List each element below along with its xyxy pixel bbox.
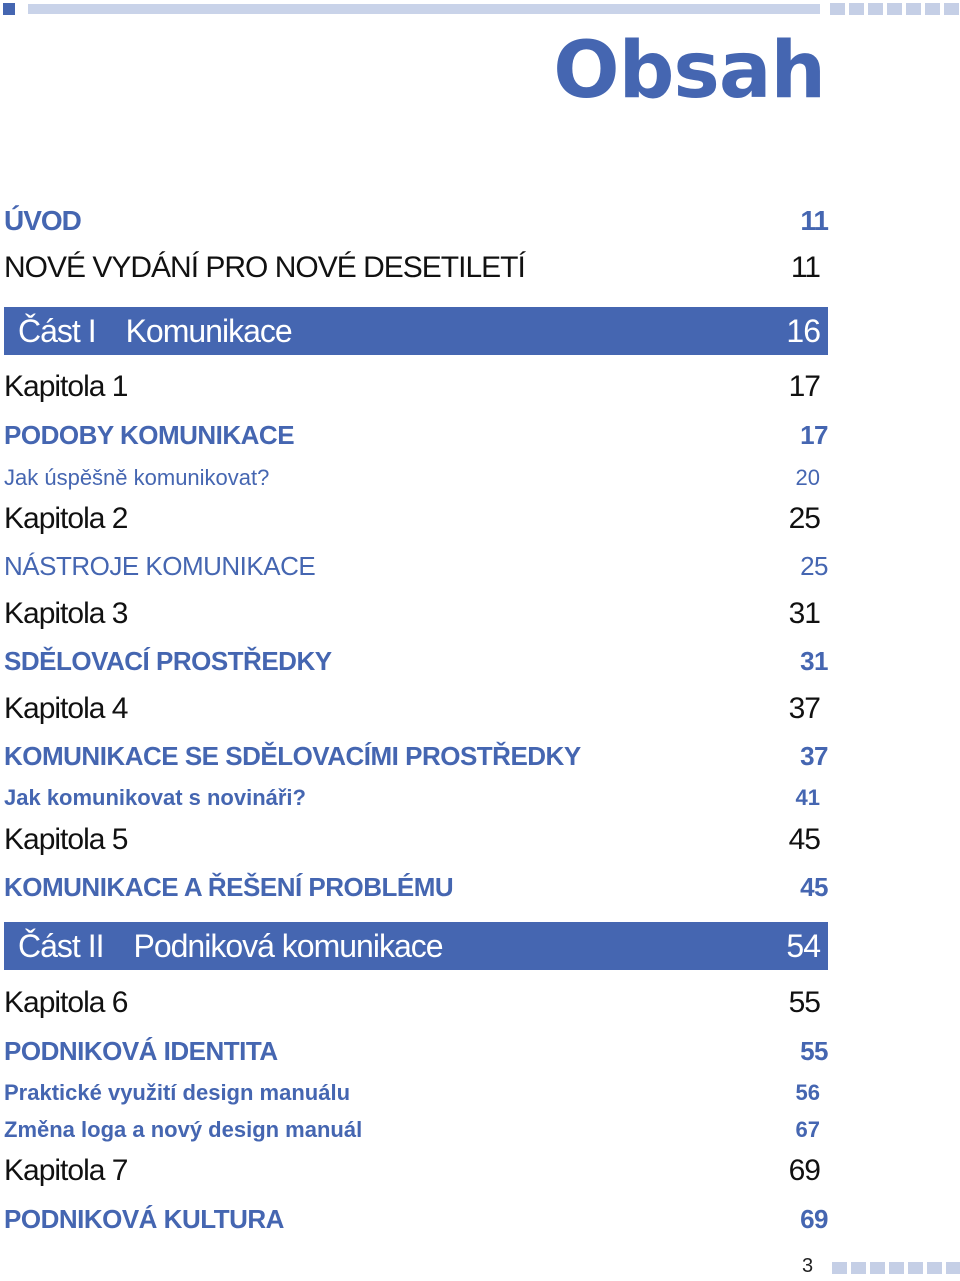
toc-entry-page: 69 xyxy=(788,1154,821,1187)
part-title: Komunikace xyxy=(125,312,293,349)
toc-entry-page: 11 xyxy=(800,205,829,236)
toc-entry[interactable]: Kapitola 6 55 xyxy=(4,986,821,1020)
page-number: 3 xyxy=(802,1255,814,1277)
toc-entry-title: Praktické využití design manuálu xyxy=(4,1080,351,1105)
toc-entry-title: Kapitola 5 xyxy=(4,823,128,856)
toc-entry[interactable]: PODNIKOVÁ KULTURA 69 xyxy=(4,1204,828,1235)
toc-entry-title: Kapitola 7 xyxy=(4,1154,128,1187)
part-heading[interactable]: Část II Podniková komunikace 54 xyxy=(4,922,828,970)
toc-entry-title: KOMUNIKACE A ŘEŠENÍ PROBLÉMU xyxy=(4,872,454,902)
toc-entry-title: Jak komunikovat s novináři? xyxy=(4,785,306,810)
toc-entry-page: 20 xyxy=(795,465,820,490)
toc-entry-page: 31 xyxy=(788,597,821,630)
toc-entry[interactable]: KOMUNIKACE A ŘEŠENÍ PROBLÉMU 45 xyxy=(4,872,828,903)
toc-entry-title: Kapitola 1 xyxy=(4,370,128,403)
toc-entry-title: PODNIKOVÁ IDENTITA xyxy=(4,1036,278,1066)
toc-entry[interactable]: Kapitola 2 25 xyxy=(4,502,821,536)
toc-entry[interactable]: NOVÉ VYDÁNÍ PRO NOVÉ DESETILETÍ 11 xyxy=(4,251,821,285)
toc-entry-page: 37 xyxy=(800,741,828,771)
part-number: Část I xyxy=(18,312,97,349)
toc-entry[interactable]: SDĚLOVACÍ PROSTŘEDKY 31 xyxy=(4,646,828,677)
toc-entry-page: 56 xyxy=(795,1080,820,1105)
toc-entry[interactable]: Jak úspěšně komunikovat? 20 xyxy=(4,465,820,491)
toc-entry-title: Kapitola 6 xyxy=(4,986,128,1019)
toc-entry-page: 17 xyxy=(788,370,821,403)
toc-entry-page: 37 xyxy=(788,692,821,725)
toc-entry-page: 25 xyxy=(788,502,821,535)
toc-entry-page: 17 xyxy=(800,420,828,450)
part-page: 16 xyxy=(786,312,821,349)
toc-entry[interactable]: PODOBY KOMUNIKACE 17 xyxy=(4,420,828,451)
toc-entry[interactable]: Změna loga a nový design manuál 67 xyxy=(4,1117,820,1143)
toc-entry-page: 11 xyxy=(790,251,821,284)
page-title: Obsah xyxy=(553,26,826,116)
toc-entry-title: SDĚLOVACÍ PROSTŘEDKY xyxy=(4,646,332,676)
toc-entry-title: Kapitola 3 xyxy=(4,597,128,630)
toc-entry-title: KOMUNIKACE SE SDĚLOVACÍMI PROSTŘEDKY xyxy=(4,741,581,771)
part-page: 54 xyxy=(786,927,821,964)
top-decoration xyxy=(0,0,960,18)
toc-entry[interactable]: ÚVOD 11 xyxy=(4,205,829,237)
toc-entry-page: 45 xyxy=(800,872,828,902)
toc-entry-page: 31 xyxy=(800,646,828,676)
toc-entry-page: 45 xyxy=(788,823,821,856)
toc-entry-page: 41 xyxy=(795,785,820,810)
toc-entry[interactable]: KOMUNIKACE SE SDĚLOVACÍMI PROSTŘEDKY 37 xyxy=(4,741,828,772)
toc-entry-page: 25 xyxy=(800,551,828,581)
toc-entry[interactable]: Kapitola 3 31 xyxy=(4,597,821,631)
toc-entry-title: PODNIKOVÁ KULTURA xyxy=(4,1204,284,1234)
toc-entry-page: 55 xyxy=(800,1036,828,1066)
toc-entry-page: 55 xyxy=(788,986,821,1019)
footer-block-strip xyxy=(832,1262,960,1274)
toc-entry-title: PODOBY KOMUNIKACE xyxy=(4,420,295,450)
toc-entry[interactable]: PODNIKOVÁ IDENTITA 55 xyxy=(4,1036,828,1067)
toc-entry-title: NOVÉ VYDÁNÍ PRO NOVÉ DESETILETÍ xyxy=(4,251,526,284)
toc-entry-title: Kapitola 2 xyxy=(4,502,128,535)
part-title: Podniková komunikace xyxy=(133,927,443,964)
toc-entry[interactable]: Kapitola 7 69 xyxy=(4,1154,821,1188)
toc-entry-page: 67 xyxy=(795,1117,820,1142)
toc-entry-title: Změna loga a nový design manuál xyxy=(4,1117,363,1142)
toc-entry-title: Kapitola 4 xyxy=(4,692,128,725)
toc-entry[interactable]: Kapitola 1 17 xyxy=(4,370,821,404)
toc-entry[interactable]: Kapitola 4 37 xyxy=(4,692,821,726)
toc-entry[interactable]: Kapitola 5 45 xyxy=(4,823,821,857)
part-number: Část II xyxy=(18,927,104,964)
toc-entry[interactable]: NÁSTROJE KOMUNIKACE 25 xyxy=(4,551,828,582)
toc-entry-title: Jak úspěšně komunikovat? xyxy=(4,465,270,490)
toc-entry[interactable]: Praktické využití design manuálu 56 xyxy=(4,1080,820,1106)
toc-entry-title: ÚVOD xyxy=(4,205,82,236)
toc-entry-title: NÁSTROJE KOMUNIKACE xyxy=(4,551,316,581)
top-block-strip xyxy=(830,3,959,15)
top-square-marker xyxy=(3,3,15,15)
top-rule xyxy=(28,4,820,14)
toc-entry[interactable]: Jak komunikovat s novináři? 41 xyxy=(4,785,820,811)
part-heading[interactable]: Část I Komunikace 16 xyxy=(4,307,828,355)
toc-entry-page: 69 xyxy=(800,1204,828,1234)
